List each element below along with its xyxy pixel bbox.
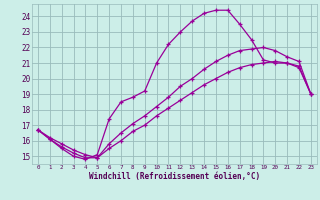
X-axis label: Windchill (Refroidissement éolien,°C): Windchill (Refroidissement éolien,°C) (89, 172, 260, 181)
